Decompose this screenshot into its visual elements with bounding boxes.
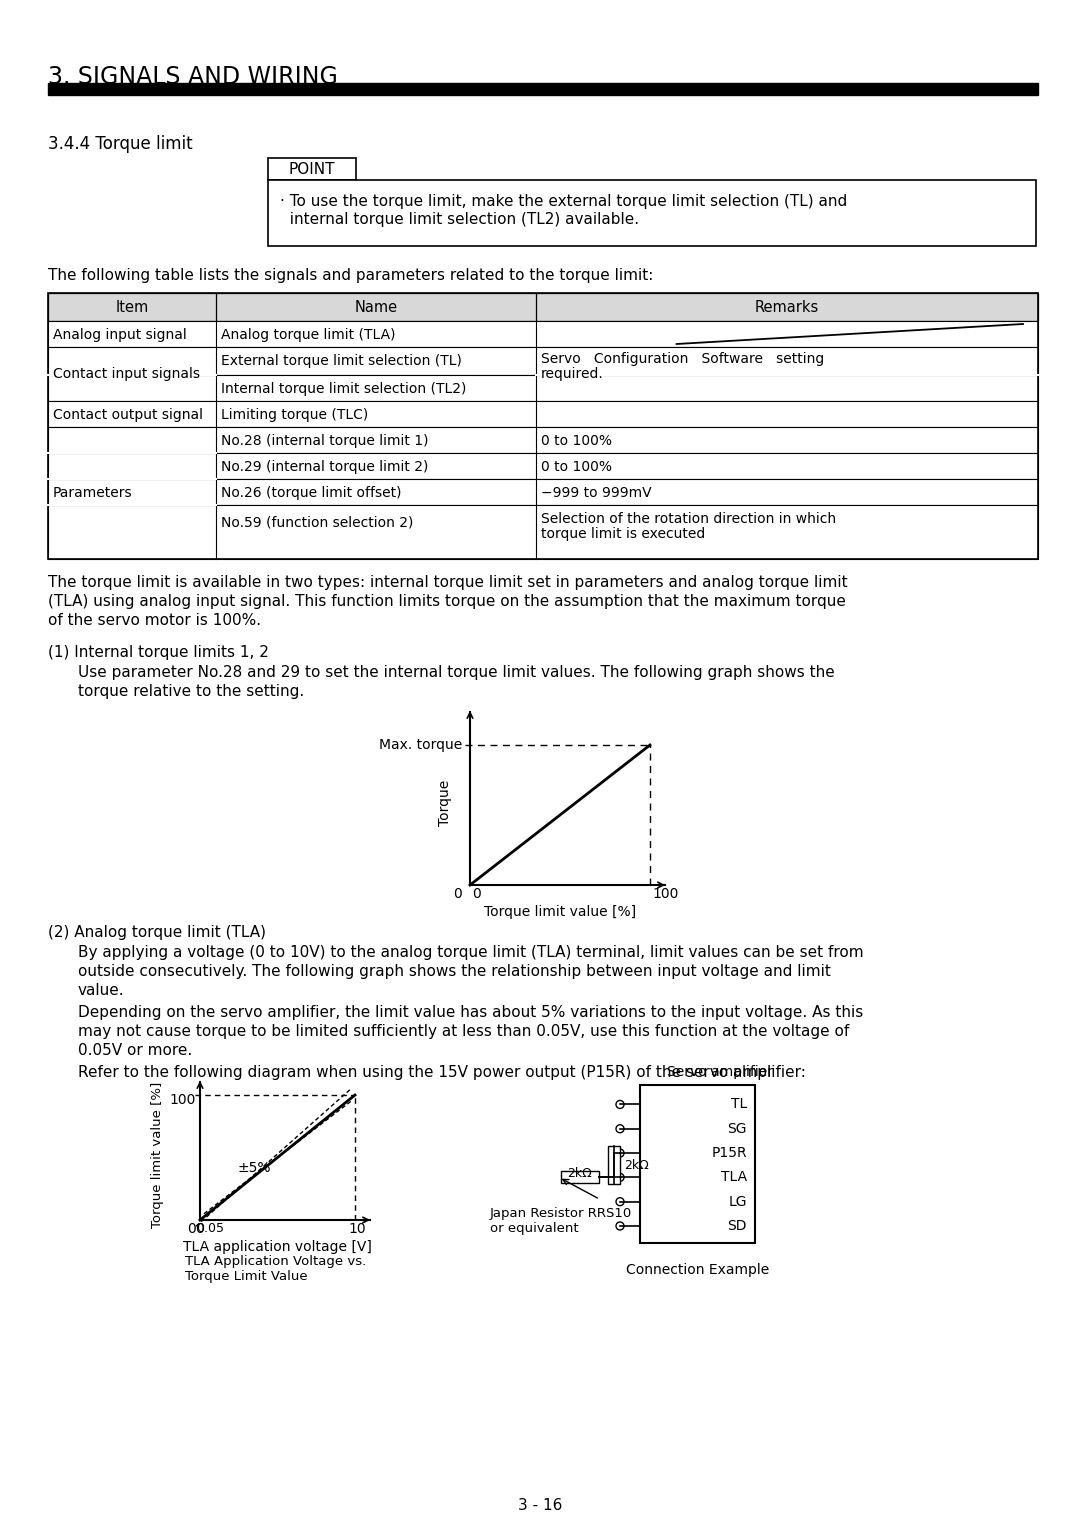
Text: 0: 0 bbox=[195, 1222, 204, 1236]
Circle shape bbox=[616, 1125, 624, 1132]
Text: 0: 0 bbox=[454, 886, 462, 902]
Bar bbox=[48, 293, 1038, 559]
Text: −999 to 999mV: −999 to 999mV bbox=[541, 486, 651, 500]
Text: Torque Limit Value: Torque Limit Value bbox=[185, 1270, 308, 1284]
Text: No.28 (internal torque limit 1): No.28 (internal torque limit 1) bbox=[221, 434, 429, 448]
Text: Depending on the servo amplifier, the limit value has about 5% variations to the: Depending on the servo amplifier, the li… bbox=[78, 1005, 863, 1021]
Text: torque limit is executed: torque limit is executed bbox=[541, 527, 705, 541]
Text: (2) Analog torque limit (TLA): (2) Analog torque limit (TLA) bbox=[48, 924, 266, 940]
Text: Torque limit value [%]: Torque limit value [%] bbox=[151, 1082, 164, 1229]
Text: · To use the torque limit, make the external torque limit selection (TL) and: · To use the torque limit, make the exte… bbox=[280, 194, 847, 209]
Circle shape bbox=[616, 1149, 624, 1157]
Text: TLA Application Voltage vs.: TLA Application Voltage vs. bbox=[185, 1254, 366, 1268]
Text: Contact output signal: Contact output signal bbox=[53, 408, 203, 422]
Bar bbox=[48, 293, 1038, 321]
Text: (1) Internal torque limits 1, 2: (1) Internal torque limits 1, 2 bbox=[48, 645, 269, 660]
Text: 10: 10 bbox=[348, 1222, 366, 1236]
Text: required.: required. bbox=[541, 367, 604, 380]
Bar bbox=[268, 180, 1036, 246]
Text: POINT: POINT bbox=[288, 162, 335, 177]
Text: 2kΩ: 2kΩ bbox=[568, 1167, 592, 1180]
Text: 0 to 100%: 0 to 100% bbox=[541, 460, 612, 474]
Text: Servo amplifier: Servo amplifier bbox=[667, 1065, 773, 1079]
Text: ±5%: ±5% bbox=[238, 1161, 271, 1175]
Bar bbox=[608, 1146, 620, 1184]
Text: 0: 0 bbox=[472, 886, 481, 902]
Text: 0.05V or more.: 0.05V or more. bbox=[78, 1044, 192, 1057]
Text: Contact input signals: Contact input signals bbox=[53, 367, 200, 380]
Text: 2kΩ: 2kΩ bbox=[624, 1158, 649, 1172]
Text: torque relative to the setting.: torque relative to the setting. bbox=[78, 685, 305, 698]
Text: No.59 (function selection 2): No.59 (function selection 2) bbox=[221, 515, 414, 529]
Text: Japan Resistor RRS10
or equivalent: Japan Resistor RRS10 or equivalent bbox=[490, 1207, 632, 1235]
Text: 100: 100 bbox=[170, 1093, 195, 1106]
Bar bbox=[48, 374, 1038, 400]
Text: No.26 (torque limit offset): No.26 (torque limit offset) bbox=[221, 486, 402, 500]
Bar bbox=[268, 157, 356, 180]
Text: External torque limit selection (TL): External torque limit selection (TL) bbox=[221, 354, 462, 368]
Text: Remarks: Remarks bbox=[755, 299, 819, 315]
Bar bbox=[48, 426, 1038, 452]
Text: P15R: P15R bbox=[712, 1146, 747, 1160]
Text: TL: TL bbox=[731, 1097, 747, 1111]
Text: SD: SD bbox=[728, 1219, 747, 1233]
Text: TLA: TLA bbox=[720, 1170, 747, 1184]
Text: 3 - 16: 3 - 16 bbox=[517, 1497, 563, 1513]
Text: Use parameter No.28 and 29 to set the internal torque limit values. The followin: Use parameter No.28 and 29 to set the in… bbox=[78, 665, 835, 680]
Bar bbox=[561, 1172, 599, 1183]
Text: SG: SG bbox=[728, 1122, 747, 1135]
Text: Parameters: Parameters bbox=[53, 486, 133, 500]
Text: Selection of the rotation direction in which: Selection of the rotation direction in w… bbox=[541, 512, 836, 526]
Text: Refer to the following diagram when using the 15V power output (P15R) of the ser: Refer to the following diagram when usin… bbox=[78, 1065, 806, 1080]
Bar bbox=[48, 321, 1038, 347]
Text: Connection Example: Connection Example bbox=[626, 1264, 769, 1277]
Text: Internal torque limit selection (TL2): Internal torque limit selection (TL2) bbox=[221, 382, 467, 396]
Text: internal torque limit selection (TL2) available.: internal torque limit selection (TL2) av… bbox=[280, 212, 639, 228]
Text: of the servo motor is 100%.: of the servo motor is 100%. bbox=[48, 613, 261, 628]
Text: Max. torque: Max. torque bbox=[379, 738, 462, 752]
Bar bbox=[48, 347, 1038, 374]
Text: Analog torque limit (TLA): Analog torque limit (TLA) bbox=[221, 329, 395, 342]
Text: Servo   Configuration   Software   setting: Servo Configuration Software setting bbox=[541, 351, 824, 367]
Text: Limiting torque (TLC): Limiting torque (TLC) bbox=[221, 408, 368, 422]
Text: 0 to 100%: 0 to 100% bbox=[541, 434, 612, 448]
Bar bbox=[48, 478, 1038, 504]
Text: The following table lists the signals and parameters related to the torque limit: The following table lists the signals an… bbox=[48, 267, 653, 283]
Text: By applying a voltage (0 to 10V) to the analog torque limit (TLA) terminal, limi: By applying a voltage (0 to 10V) to the … bbox=[78, 944, 864, 960]
Text: The torque limit is available in two types: internal torque limit set in paramet: The torque limit is available in two typ… bbox=[48, 575, 848, 590]
Bar bbox=[640, 1085, 755, 1242]
Text: Analog input signal: Analog input signal bbox=[53, 329, 187, 342]
Text: No.29 (internal torque limit 2): No.29 (internal torque limit 2) bbox=[221, 460, 429, 474]
Text: may not cause torque to be limited sufficiently at less than 0.05V, use this fun: may not cause torque to be limited suffi… bbox=[78, 1024, 849, 1039]
Text: 0: 0 bbox=[187, 1222, 195, 1236]
Text: Name: Name bbox=[354, 299, 397, 315]
Text: Torque limit value [%]: Torque limit value [%] bbox=[484, 905, 636, 918]
Bar bbox=[48, 83, 1038, 95]
Text: 3. SIGNALS AND WIRING: 3. SIGNALS AND WIRING bbox=[48, 66, 338, 89]
Text: 0.05: 0.05 bbox=[195, 1222, 224, 1235]
Text: outside consecutively. The following graph shows the relationship between input : outside consecutively. The following gra… bbox=[78, 964, 831, 979]
Text: 3.4.4 Torque limit: 3.4.4 Torque limit bbox=[48, 134, 192, 153]
Circle shape bbox=[616, 1198, 624, 1206]
Text: (TLA) using analog input signal. This function limits torque on the assumption t: (TLA) using analog input signal. This fu… bbox=[48, 594, 846, 610]
Text: LG: LG bbox=[729, 1195, 747, 1209]
Text: Item: Item bbox=[116, 299, 149, 315]
Text: value.: value. bbox=[78, 983, 124, 998]
Text: Torque: Torque bbox=[438, 779, 453, 825]
Circle shape bbox=[616, 1100, 624, 1108]
Bar bbox=[48, 504, 1038, 559]
Bar bbox=[48, 400, 1038, 426]
Circle shape bbox=[616, 1174, 624, 1181]
Text: 100: 100 bbox=[652, 886, 678, 902]
Circle shape bbox=[616, 1222, 624, 1230]
Bar bbox=[48, 452, 1038, 478]
Text: TLA application voltage [V]: TLA application voltage [V] bbox=[183, 1241, 372, 1254]
